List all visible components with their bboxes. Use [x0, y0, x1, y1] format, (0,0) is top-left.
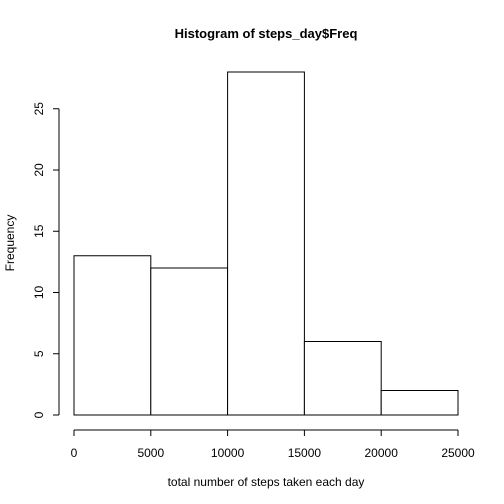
y-axis-label: Frequency — [3, 215, 17, 272]
histogram-bar-1 — [150, 267, 229, 416]
y-axis: 0 5 10 15 20 25 — [32, 102, 60, 418]
x-axis-label: total number of steps taken each day — [168, 475, 365, 489]
histogram-bar-2 — [227, 71, 305, 416]
x-tick-label-0: 0 — [71, 446, 78, 460]
x-tick-label-5: 25000 — [441, 446, 475, 460]
histogram-bar-3 — [303, 341, 382, 416]
x-tick-label-1: 5000 — [137, 446, 164, 460]
y-tick-label-5: 25 — [32, 102, 46, 116]
histogram-bar-4 — [380, 390, 459, 416]
y-tick-label-0: 0 — [32, 411, 46, 418]
x-axis: 0 5000 10000 15000 20000 25000 — [71, 429, 475, 460]
y-tick-label-2: 10 — [32, 286, 46, 300]
x-tick-label-4: 20000 — [365, 446, 399, 460]
y-tick-label-4: 20 — [32, 163, 46, 177]
x-tick-label-3: 15000 — [288, 446, 322, 460]
x-tick-label-2: 10000 — [211, 446, 245, 460]
y-tick-label-3: 15 — [32, 224, 46, 238]
histogram-bar-0 — [73, 255, 152, 416]
chart-title: Histogram of steps_day$Freq — [175, 26, 358, 41]
y-tick-label-1: 5 — [32, 350, 46, 357]
bars-group — [73, 71, 459, 416]
